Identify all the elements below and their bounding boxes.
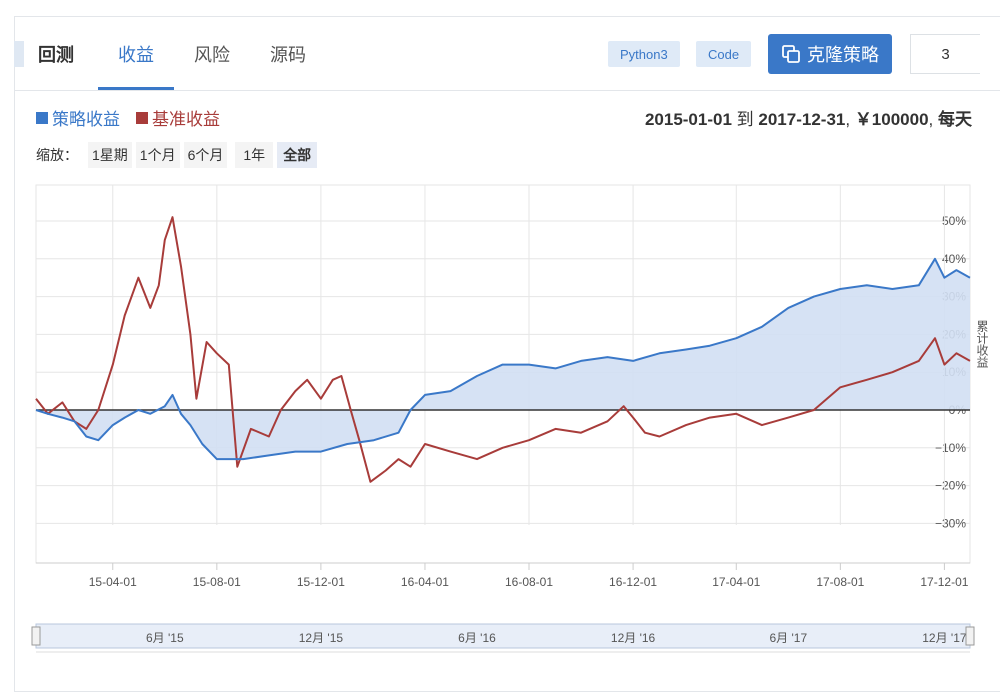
- y-tick-label: −30%: [935, 516, 966, 530]
- navigator-tick-label: 6月 '16: [458, 631, 496, 645]
- header-tabs: 回测 收益 风险 源码: [24, 18, 326, 90]
- frequency: 每天: [938, 110, 972, 129]
- y-tick-label: 50%: [942, 214, 966, 228]
- x-tick-label: 15-12-01: [297, 575, 345, 589]
- python-version-tag[interactable]: Python3: [608, 41, 680, 67]
- zoom-label: 缩放：: [36, 147, 78, 163]
- tab-returns[interactable]: 收益: [98, 18, 174, 90]
- legend-benchmark-label: 基准收益: [152, 110, 220, 129]
- x-tick-label: 17-12-01: [920, 575, 968, 589]
- legend-benchmark[interactable]: 基准收益: [136, 105, 220, 130]
- navigator-tick-label: 6月 '15: [146, 631, 184, 645]
- initial-capital: ￥100000: [854, 110, 929, 129]
- tab-source[interactable]: 源码: [270, 45, 306, 65]
- start-date: 2015-01-01: [644, 110, 732, 129]
- legend-strategy-label: 策略收益: [52, 110, 120, 129]
- y-tick-label: 40%: [942, 252, 966, 266]
- zoom-controls: 缩放： 1星期 1个月 6个月 1年 全部: [36, 142, 321, 168]
- y-axis-title: 累计收益: [975, 320, 989, 368]
- x-tick-label: 15-04-01: [89, 575, 137, 589]
- zoom-all[interactable]: 全部: [277, 142, 318, 168]
- panel-left-accent: [14, 41, 24, 67]
- zoom-1-year[interactable]: 1年: [235, 142, 274, 168]
- header-divider: [14, 90, 1000, 91]
- x-tick-label: 15-08-01: [193, 575, 241, 589]
- tab-risk[interactable]: 风险: [194, 45, 230, 65]
- navigator-tick-label: 12月 '17: [922, 631, 967, 645]
- x-tick-label: 16-12-01: [609, 575, 657, 589]
- copy-icon: [782, 45, 800, 63]
- navigator-right-handle[interactable]: [965, 626, 975, 646]
- end-date: 2017-12-31: [758, 110, 846, 129]
- legend-benchmark-swatch: [136, 111, 148, 124]
- y-tick-label: −10%: [935, 441, 966, 455]
- x-tick-label: 17-08-01: [816, 575, 864, 589]
- y-tick-label: −20%: [935, 479, 966, 493]
- backtest-info: 2015-01-01 到 2017-12-31, ￥100000, 每天: [644, 110, 972, 129]
- strategy-line[interactable]: [35, 257, 971, 461]
- page-title: 回测: [38, 45, 74, 65]
- clone-strategy-label: 克隆策略: [807, 45, 879, 65]
- x-tick-label: 16-08-01: [505, 575, 553, 589]
- benchmark-line[interactable]: [35, 216, 971, 483]
- clone-strategy-button[interactable]: 克隆策略: [768, 34, 892, 74]
- navigator-range[interactable]: [35, 623, 971, 649]
- code-tag[interactable]: Code: [696, 41, 752, 67]
- legend-strategy[interactable]: 策略收益: [36, 105, 120, 130]
- strategy-area: [36, 258, 970, 460]
- navigator-tick-label: 12月 '16: [611, 631, 656, 645]
- zoom-6-months[interactable]: 6个月: [183, 142, 228, 168]
- zoom-1-week[interactable]: 1星期: [88, 142, 132, 168]
- legend-strategy-swatch: [36, 111, 48, 124]
- x-tick-label: 17-04-01: [712, 575, 760, 589]
- navigator-tick-label: 12月 '15: [299, 631, 344, 645]
- x-tick-label: 16-04-01: [401, 575, 449, 589]
- clone-count: 3: [910, 34, 980, 74]
- zoom-1-month[interactable]: 1个月: [135, 142, 180, 168]
- chart-legend: 策略收益 基准收益: [36, 105, 220, 130]
- navigator-tick-label: 6月 '17: [769, 631, 807, 645]
- navigator-left-handle[interactable]: [31, 626, 41, 646]
- date-separator: 到: [736, 110, 754, 129]
